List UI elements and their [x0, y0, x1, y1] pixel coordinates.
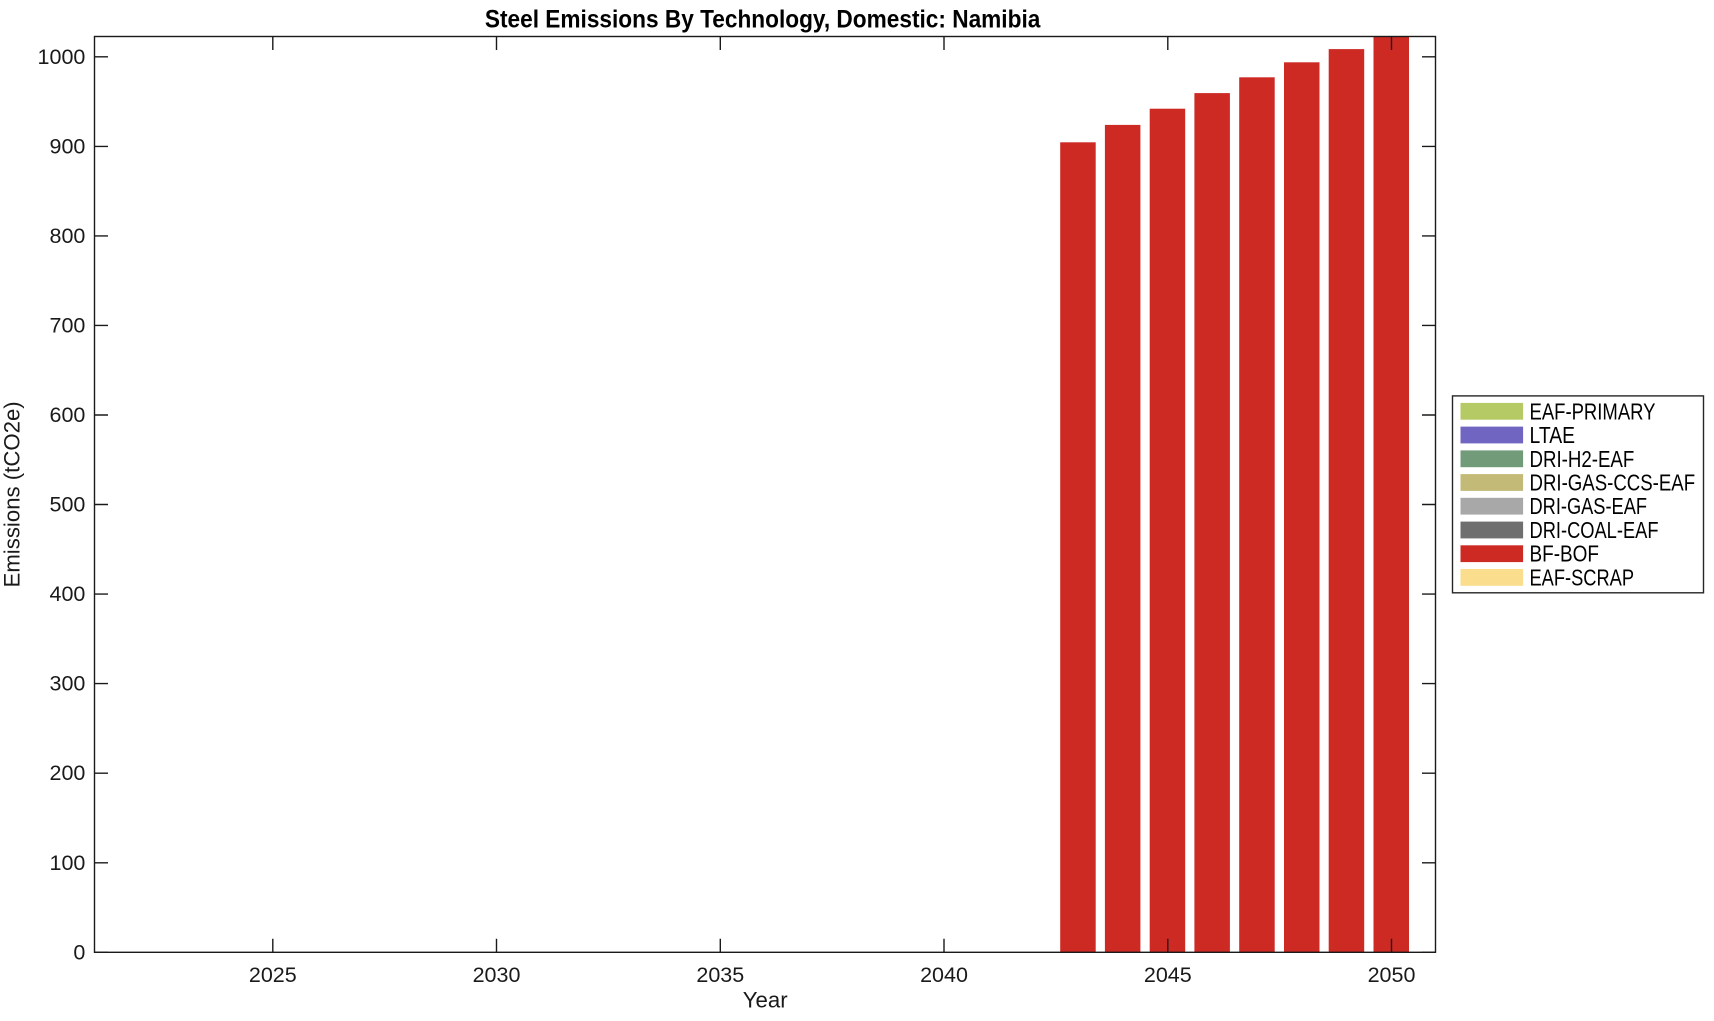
- svg-text:500: 500: [50, 493, 86, 517]
- svg-text:DRI-GAS-EAF: DRI-GAS-EAF: [1530, 493, 1648, 519]
- svg-text:700: 700: [50, 313, 86, 337]
- svg-text:Steel Emissions By Technology,: Steel Emissions By Technology, Domestic:…: [485, 7, 1041, 34]
- svg-text:DRI-GAS-CCS-EAF: DRI-GAS-CCS-EAF: [1530, 470, 1696, 496]
- svg-text:BF-BOF: BF-BOF: [1530, 541, 1600, 567]
- svg-text:400: 400: [50, 582, 86, 606]
- svg-text:EAF-PRIMARY: EAF-PRIMARY: [1530, 398, 1656, 424]
- svg-text:2030: 2030: [473, 963, 521, 987]
- svg-text:2045: 2045: [1144, 963, 1192, 987]
- svg-text:Emissions (tCO2e): Emissions (tCO2e): [0, 401, 25, 587]
- svg-text:LTAE: LTAE: [1530, 422, 1576, 448]
- svg-text:Year: Year: [743, 988, 788, 1013]
- svg-text:EAF-SCRAP: EAF-SCRAP: [1530, 564, 1635, 590]
- svg-text:2035: 2035: [696, 963, 744, 987]
- svg-text:300: 300: [50, 672, 86, 696]
- svg-text:200: 200: [50, 761, 86, 785]
- svg-text:2050: 2050: [1368, 963, 1416, 987]
- svg-text:2025: 2025: [249, 963, 297, 987]
- svg-text:1000: 1000: [38, 45, 86, 69]
- svg-text:DRI-COAL-EAF: DRI-COAL-EAF: [1530, 517, 1659, 543]
- svg-text:2040: 2040: [920, 963, 968, 987]
- svg-text:800: 800: [50, 224, 86, 248]
- svg-text:600: 600: [50, 403, 86, 427]
- svg-text:100: 100: [50, 851, 86, 875]
- svg-text:DRI-H2-EAF: DRI-H2-EAF: [1530, 446, 1635, 472]
- svg-text:0: 0: [73, 940, 85, 964]
- svg-text:900: 900: [50, 134, 86, 158]
